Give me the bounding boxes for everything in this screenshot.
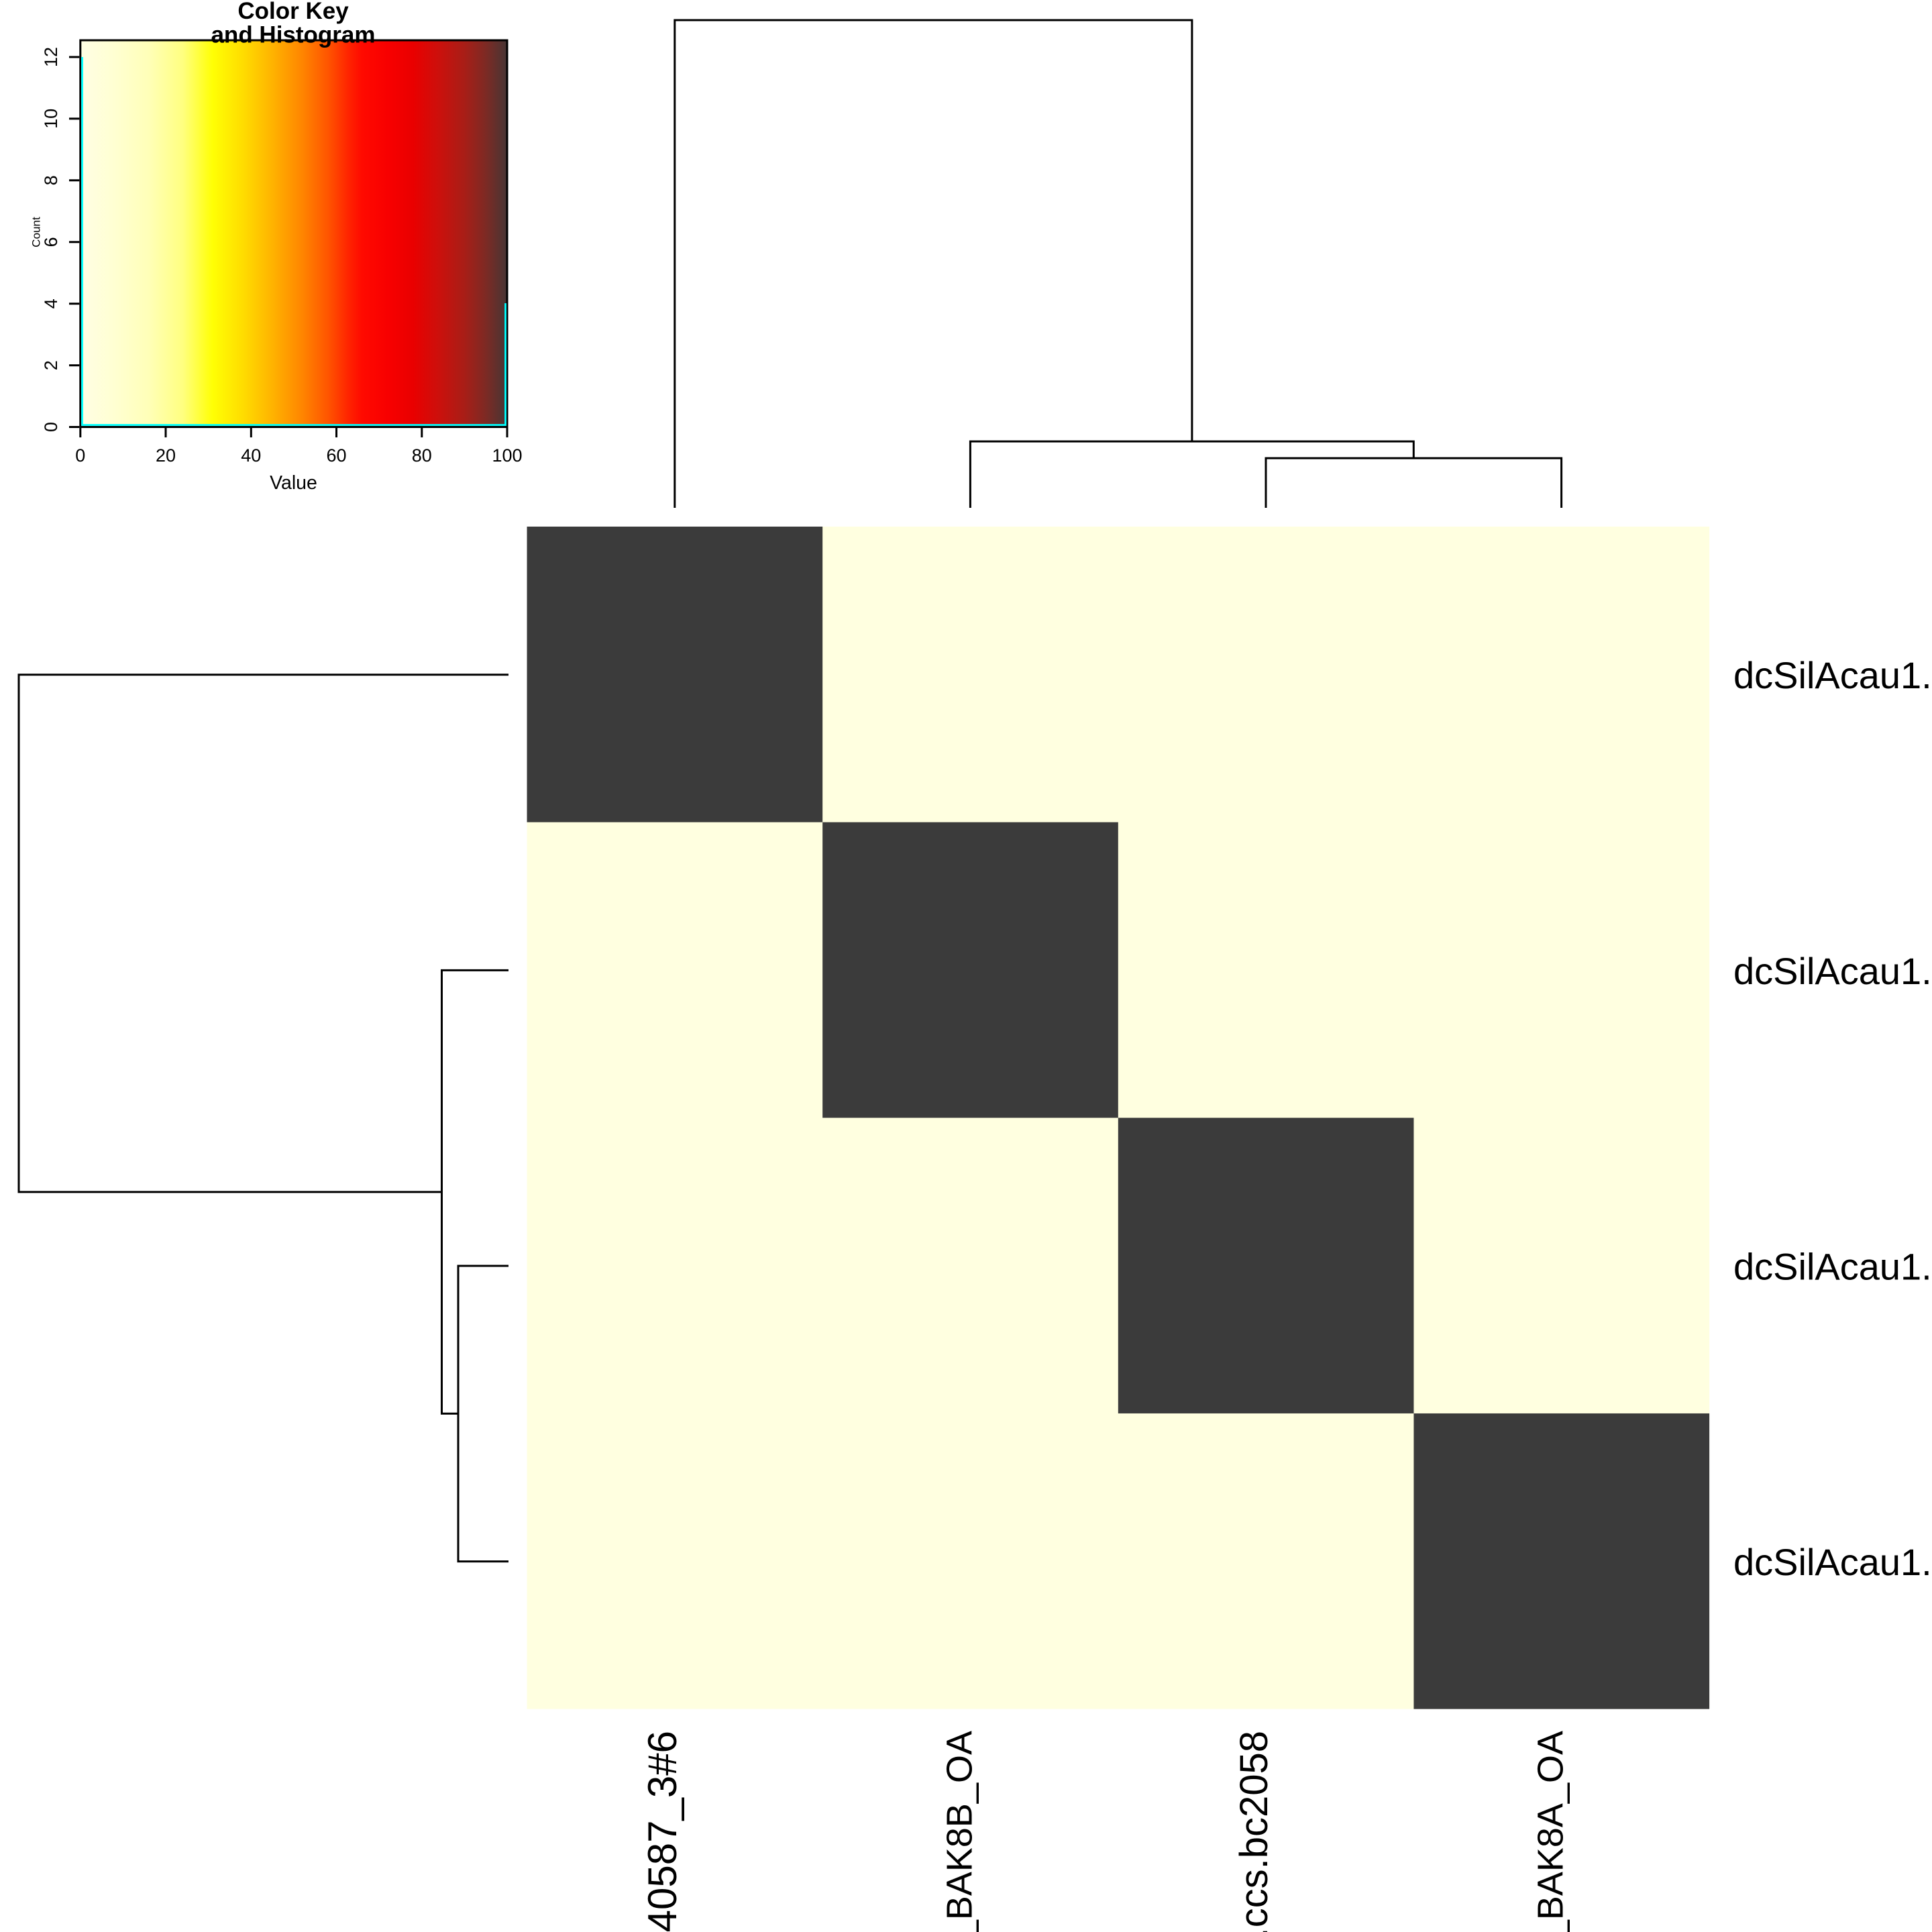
svg-text:dcSilAcau1.: dcSilAcau1. xyxy=(1733,950,1932,992)
svg-text:Color Key: Color Key xyxy=(237,0,349,24)
svg-text:12: 12 xyxy=(41,47,61,67)
svg-text:_BAK8A_OA: _BAK8A_OA xyxy=(1531,1731,1571,1932)
svg-text:60: 60 xyxy=(326,445,346,466)
svg-text:80: 80 xyxy=(412,445,432,466)
svg-text:dcSilAcau1.: dcSilAcau1. xyxy=(1733,1245,1932,1287)
svg-text:20: 20 xyxy=(156,445,176,466)
svg-text:dcSilAcau1.: dcSilAcau1. xyxy=(1733,654,1932,696)
svg-text:and Histogram: and Histogram xyxy=(211,22,375,48)
svg-text:Value: Value xyxy=(270,472,317,494)
svg-text:10: 10 xyxy=(41,109,61,129)
svg-text:Count: Count xyxy=(30,217,43,248)
svg-text:t.ccs.bc2058: t.ccs.bc2058 xyxy=(1232,1731,1276,1932)
svg-text:2: 2 xyxy=(41,360,61,370)
svg-text:100: 100 xyxy=(492,445,522,466)
svg-text:0: 0 xyxy=(75,445,85,466)
svg-text:6: 6 xyxy=(41,237,61,247)
svg-text:0: 0 xyxy=(41,422,61,432)
svg-text:4: 4 xyxy=(41,299,61,309)
svg-text:40: 40 xyxy=(241,445,261,466)
svg-text:40587_3#6: 40587_3#6 xyxy=(640,1731,685,1932)
svg-text:8: 8 xyxy=(41,175,61,185)
svg-text:_BAK8B_OA: _BAK8B_OA xyxy=(939,1731,979,1932)
svg-text:dcSilAcau1.: dcSilAcau1. xyxy=(1733,1541,1932,1583)
